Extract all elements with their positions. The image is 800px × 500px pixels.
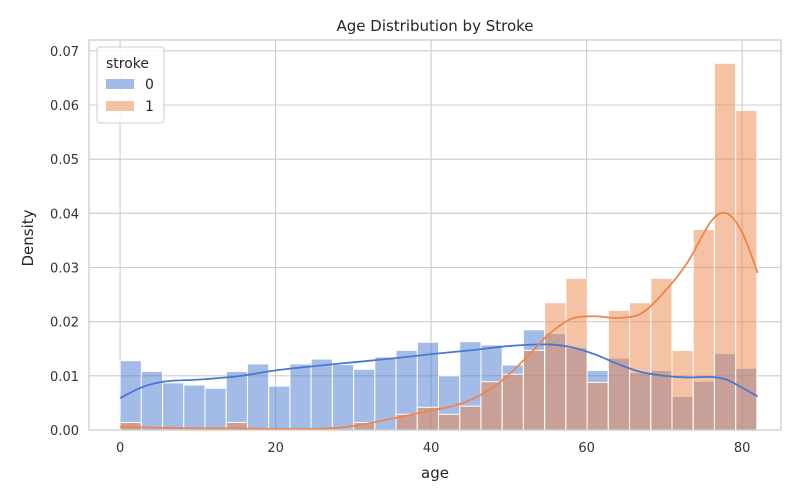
kde-lines bbox=[119, 211, 759, 430]
bar-stroke0-7 bbox=[268, 385, 291, 431]
chart-title: Age Distribution by Stroke bbox=[336, 17, 533, 35]
bar-stroke1-26 bbox=[671, 349, 694, 431]
legend-label-1: 1 bbox=[145, 99, 154, 115]
axes bbox=[88, 39, 782, 431]
bar-stroke0-11 bbox=[353, 368, 376, 431]
bar-stroke1-18 bbox=[501, 373, 524, 431]
kde-line-stroke1 bbox=[120, 211, 759, 430]
legend-swatch-1 bbox=[106, 101, 134, 111]
bar-stroke0-4 bbox=[204, 387, 227, 431]
bar-stroke1-25 bbox=[650, 277, 673, 431]
y-tick-label: 0.05 bbox=[50, 153, 79, 168]
x-tick-label: 80 bbox=[734, 441, 751, 456]
bar-stroke1-29 bbox=[735, 109, 758, 431]
y-tick-label: 0.02 bbox=[50, 316, 79, 331]
x-tick-label: 40 bbox=[423, 441, 440, 456]
bar-stroke1-15 bbox=[437, 413, 461, 431]
y-tick-label: 0.07 bbox=[50, 45, 79, 60]
bar-stroke1-28 bbox=[713, 62, 737, 431]
bar-stroke1-19 bbox=[522, 349, 546, 431]
y-tick-label: 0.01 bbox=[50, 370, 79, 385]
x-axis-title: age bbox=[421, 464, 449, 482]
x-tick-label: 0 bbox=[116, 441, 124, 456]
bar-stroke0-0 bbox=[119, 360, 142, 431]
bar-stroke1-22 bbox=[586, 381, 609, 431]
bar-stroke0-10 bbox=[331, 363, 355, 431]
plot-frame bbox=[88, 39, 782, 431]
y-tick-label: 0.04 bbox=[50, 207, 79, 222]
y-tick-label: 0.00 bbox=[50, 424, 79, 439]
bar-stroke1-21 bbox=[565, 277, 588, 431]
legend-label-0: 0 bbox=[145, 77, 154, 93]
bar-stroke1-24 bbox=[629, 302, 652, 431]
bar-stroke0-1 bbox=[140, 371, 164, 431]
bar-stroke0-8 bbox=[289, 363, 312, 431]
bar-stroke0-5 bbox=[225, 371, 248, 431]
kde-line-stroke0 bbox=[119, 343, 759, 399]
legend: stroke 0 1 bbox=[96, 46, 165, 124]
bar-stroke1-23 bbox=[607, 309, 631, 431]
legend-title: stroke bbox=[106, 56, 149, 72]
bar-stroke0-9 bbox=[310, 358, 333, 431]
bar-stroke0-2 bbox=[162, 382, 185, 431]
y-tick-label: 0.03 bbox=[50, 262, 79, 277]
y-axis-title: Density bbox=[19, 209, 37, 266]
bar-stroke1-27 bbox=[692, 229, 715, 431]
bar-stroke1-20 bbox=[544, 302, 567, 431]
bar-stroke1-16 bbox=[459, 405, 482, 431]
bar-stroke0-3 bbox=[183, 384, 206, 431]
x-tick-label: 20 bbox=[267, 441, 284, 456]
legend-swatch-0 bbox=[106, 79, 134, 89]
y-tick-label: 0.06 bbox=[50, 99, 79, 114]
tick-labels: 0 20 40 60 80 0.00 0.01 0.02 0.03 0.04 0.05 0.06 0.0… bbox=[50, 45, 750, 456]
x-tick-label: 60 bbox=[578, 441, 595, 456]
